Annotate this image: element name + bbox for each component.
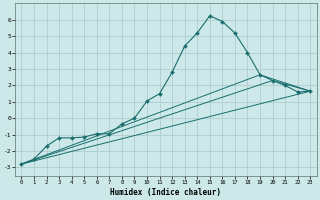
X-axis label: Humidex (Indice chaleur): Humidex (Indice chaleur) <box>110 188 221 197</box>
